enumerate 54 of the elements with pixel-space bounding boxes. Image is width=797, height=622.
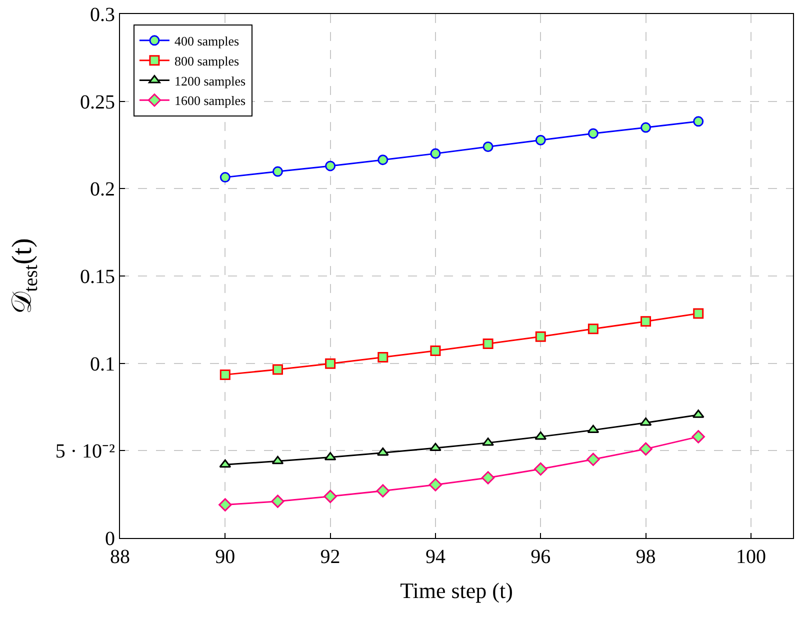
point [693, 116, 704, 127]
point [588, 128, 598, 139]
point [219, 459, 232, 468]
legend-label: 1200 samples [174, 73, 246, 88]
point [534, 462, 548, 476]
point [430, 442, 442, 452]
y-tick-label: 5 · 10⁻² [55, 440, 116, 463]
point [430, 148, 441, 159]
x-tick-label: 100 [736, 546, 766, 568]
point [640, 417, 652, 426]
y-tick-label: 0.1 [90, 353, 115, 376]
point [587, 424, 600, 434]
point [482, 338, 494, 350]
y-tick-label: 0.2 [90, 178, 115, 201]
point [481, 471, 495, 484]
x-tick-label: 96 [530, 546, 551, 568]
point [693, 308, 704, 319]
point [535, 331, 546, 342]
point [482, 142, 494, 152]
y-tick-label: 0.25 [80, 91, 115, 114]
point [325, 160, 336, 172]
point [482, 438, 494, 446]
x-axis-title: Time step (t) [400, 578, 513, 603]
y-tick-label: 0.15 [80, 266, 115, 288]
legend-label: 1600 samples [174, 93, 246, 108]
x-tick-label: 98 [636, 546, 656, 568]
point [640, 122, 652, 133]
point [272, 456, 284, 464]
point [378, 352, 388, 362]
point [271, 494, 284, 508]
x-tick-label: 90 [215, 546, 236, 568]
legend-label: 400 samples [174, 34, 240, 48]
x-tick-label: 92 [320, 546, 340, 568]
point [692, 430, 705, 444]
point [428, 478, 442, 492]
point [586, 452, 600, 466]
point [640, 316, 652, 327]
point [376, 484, 390, 498]
point [324, 490, 337, 504]
point [430, 346, 441, 356]
point [588, 324, 598, 334]
legend-label: 800 samples [174, 53, 240, 68]
point [272, 166, 283, 177]
x-tick-label: 94 [425, 546, 446, 568]
point [272, 364, 283, 375]
point [218, 498, 232, 512]
y-tick-label: 0.3 [90, 4, 115, 26]
point [378, 154, 388, 166]
point [639, 442, 652, 456]
point [535, 134, 546, 146]
point [534, 431, 547, 440]
point [220, 369, 230, 380]
point [325, 358, 336, 369]
point [220, 172, 230, 183]
